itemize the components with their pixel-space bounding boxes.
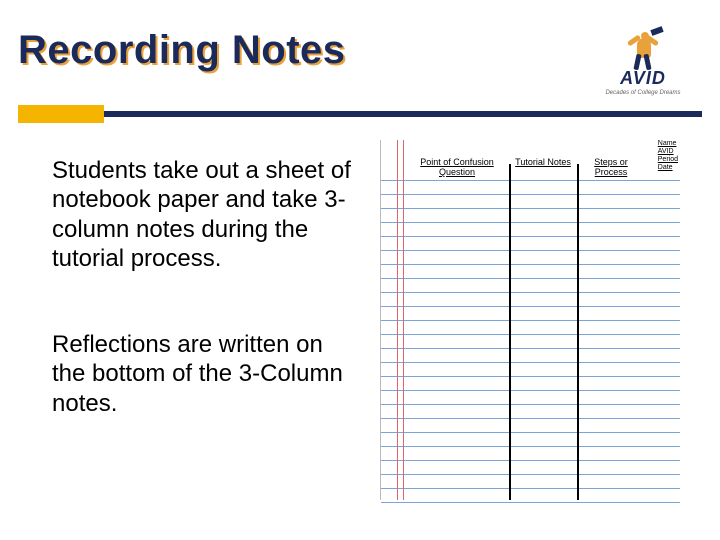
paper-red-margin: [397, 140, 398, 500]
meta-name: Name: [658, 140, 678, 148]
column-header-3: Steps or Process: [581, 158, 641, 178]
paper-row-line: [381, 250, 680, 251]
paragraph-1: Students take out a sheet of notebook pa…: [52, 156, 352, 273]
meta-avid: AVID: [658, 148, 678, 156]
paper-row-line: [381, 320, 680, 321]
avid-logo: AVID Decades of College Dreams: [588, 34, 698, 92]
paper-row-line: [381, 306, 680, 307]
meta-period: Period: [658, 156, 678, 164]
paper-row-line: [381, 348, 680, 349]
title-rule: [0, 105, 720, 123]
logo-figure-icon: [621, 34, 665, 72]
paper-meta-labels: Name AVID Period Date: [658, 140, 678, 172]
paper-row-line: [381, 432, 680, 433]
logo-tagline: Decades of College Dreams: [588, 90, 698, 96]
paper-row-line: [381, 446, 680, 447]
paper-row-line: [381, 180, 680, 181]
paper-row-line: [381, 264, 680, 265]
rule-navy-segment: [104, 111, 702, 117]
paper-row-line: [381, 502, 680, 503]
paper-red-margin: [403, 140, 404, 500]
page-title: Recording Notes: [18, 28, 346, 73]
paper-row-line: [381, 362, 680, 363]
column-header-1: Point of Confusion Question: [407, 158, 507, 178]
paper-row-line: [381, 236, 680, 237]
paper-row-line: [381, 194, 680, 195]
paper-row-line: [381, 376, 680, 377]
paper-row-line: [381, 208, 680, 209]
meta-date: Date: [658, 164, 678, 172]
paper-row-line: [381, 334, 680, 335]
paper-column-divider: [509, 164, 511, 500]
title-text: Recording Notes: [18, 28, 346, 72]
paper-row-line: [381, 222, 680, 223]
notebook-paper: Name AVID Period Date Point of Confusion…: [380, 140, 680, 500]
paper-row-line: [381, 418, 680, 419]
paper-row-line: [381, 278, 680, 279]
rule-gold-segment: [18, 105, 104, 123]
paper-row-line: [381, 404, 680, 405]
paper-column-divider: [577, 164, 579, 500]
paper-row-line: [381, 474, 680, 475]
paper-row-line: [381, 292, 680, 293]
paragraph-2: Reflections are written on the bottom of…: [52, 330, 352, 418]
paper-row-line: [381, 488, 680, 489]
paper-row-line: [381, 390, 680, 391]
paper-row-line: [381, 460, 680, 461]
column-header-2: Tutorial Notes: [513, 158, 573, 168]
